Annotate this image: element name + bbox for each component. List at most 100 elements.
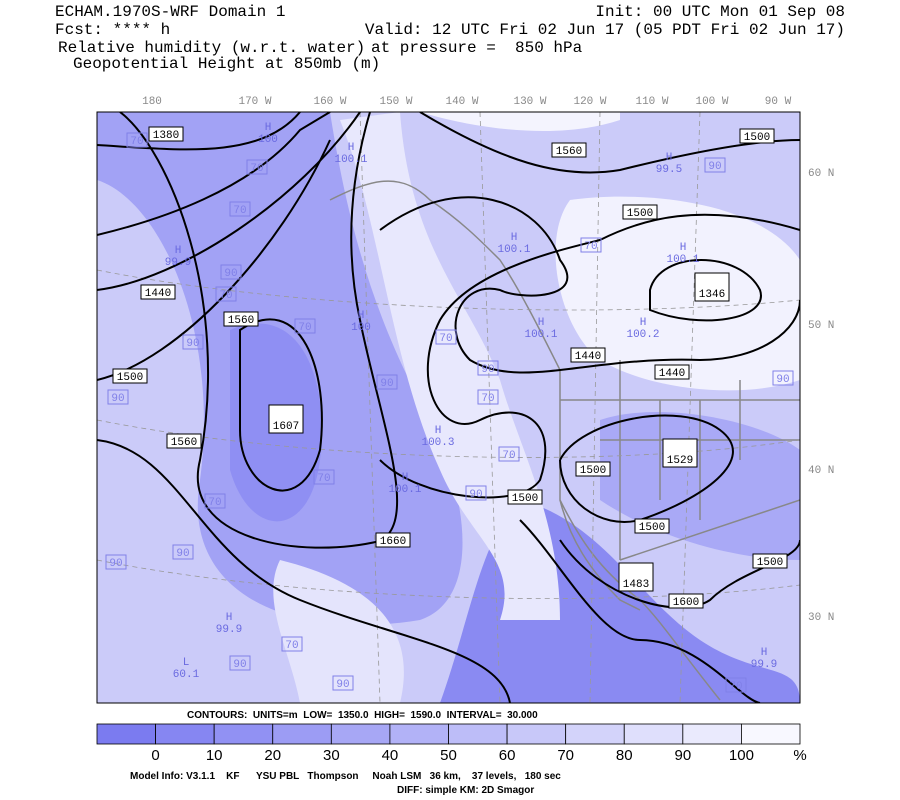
- colorbar-cell: [330, 723, 391, 745]
- rh-label-box: [215, 286, 237, 302]
- rh-center-value: 99.9: [165, 257, 191, 269]
- height-label-box: [507, 489, 543, 505]
- colorbar-label: 30: [323, 747, 340, 764]
- height-label: 1560: [556, 146, 582, 158]
- height-label-box: [148, 126, 184, 142]
- rh-label: 90: [481, 364, 494, 376]
- rh-label: 90: [336, 679, 349, 691]
- rh-label: 90: [109, 558, 122, 570]
- rh-center-kind: H: [761, 647, 768, 659]
- colorbar: 0 10 20 30 40 50 60 70 80 90 100%: [96, 723, 807, 764]
- header: ECHAM.1970S-WRF Domain 1 Fcst: **** h Re…: [55, 3, 845, 73]
- rh-label-box: [477, 360, 499, 376]
- colorbar-cell: [682, 723, 742, 745]
- rh-center-value: 100: [258, 134, 278, 146]
- colorbar-cell: [155, 723, 215, 745]
- rh-label-box: [376, 374, 398, 390]
- colorbar-label: 60: [499, 747, 516, 764]
- rh-label-box: [107, 389, 129, 405]
- height-label-box: [112, 368, 148, 384]
- center-value: 1346: [699, 289, 725, 301]
- rh-center-kind: H: [226, 612, 233, 624]
- height-label: 1380: [153, 130, 179, 142]
- height-label-box: [223, 311, 259, 327]
- rh-label-box: [772, 370, 794, 386]
- colorbar-cell: [506, 723, 567, 745]
- rh-label: 90: [776, 374, 789, 386]
- longitude-label: 170 W: [238, 96, 271, 108]
- height-label-box: [752, 553, 788, 569]
- contour-info: CONTOURS: UNITS=m LOW= 1350.0 HIGH= 1590…: [187, 710, 538, 721]
- rh-center-kind: H: [402, 472, 409, 484]
- height-label: 1440: [145, 288, 171, 300]
- longitude-label: 90 W: [765, 96, 792, 108]
- rh-label-box: [498, 446, 520, 462]
- height-label-box: [166, 433, 202, 449]
- latitude-label: 30 N: [808, 612, 834, 624]
- rh-label-box: [172, 544, 194, 560]
- map-labels: 1380 1560 1500 1500 1440 1560 1500 1560 1440 1440…: [105, 122, 794, 693]
- longitude-label: 150 W: [379, 96, 412, 108]
- rh-label-box: [105, 554, 127, 570]
- height-label: 1560: [171, 437, 197, 449]
- map-field: 1380 1560 1500 1500 1440 1560 1500 1560 1440 1440…: [97, 112, 800, 703]
- colorbar-unit: %: [793, 747, 806, 764]
- longitude-label: 120 W: [573, 96, 606, 108]
- height-label: 1500: [639, 522, 665, 534]
- latitude-label: 40 N: [808, 465, 834, 477]
- rh-label-box: [313, 469, 335, 485]
- height-label-box: [654, 364, 690, 380]
- rh-center-kind: H: [511, 232, 518, 244]
- height-label: 1560: [228, 315, 254, 327]
- height-label-box: [622, 204, 658, 220]
- rh-label: 90: [224, 268, 237, 280]
- footer-line: DIFF: simple KM: 2D Smagor: [397, 785, 534, 796]
- colorbar-label: 20: [264, 747, 281, 764]
- rh-center-kind: H: [538, 317, 545, 329]
- rh-center-kind: H: [680, 242, 687, 254]
- rh-label: 70: [208, 497, 221, 509]
- colorbar-cell: [623, 723, 684, 745]
- rh-label-box: [294, 318, 316, 334]
- height-label: 1440: [659, 368, 685, 380]
- center-value: 1529: [667, 455, 693, 467]
- header-left: Geopotential Height at 850mb (m): [73, 55, 380, 73]
- height-label: 1500: [580, 465, 606, 477]
- rh-label: 70: [250, 163, 263, 175]
- center-value: 1607: [273, 421, 299, 433]
- colorbar-cell: [96, 723, 156, 745]
- rh-label: 70: [219, 290, 232, 302]
- height-label-box: [375, 532, 411, 548]
- center-box: [268, 404, 304, 434]
- height-label: 1500: [117, 372, 143, 384]
- rh-label-box: [220, 264, 242, 280]
- rh-center-kind: H: [666, 152, 673, 164]
- rh-center-kind: H: [358, 310, 365, 322]
- rh-center-value: 100.1: [497, 244, 530, 256]
- rh-center-value: 100.1: [524, 329, 557, 341]
- rh-center-value: 100.1: [666, 254, 699, 266]
- longitude-label: 160 W: [313, 96, 346, 108]
- center-box: [618, 562, 654, 592]
- rh-label: 70: [729, 681, 742, 693]
- rh-label: 70: [233, 205, 246, 217]
- rh-label: 70: [317, 473, 330, 485]
- latitude-label: 50 N: [808, 320, 834, 332]
- header-right: Valid: 12 UTC Fri 02 Jun 17 (05 PDT Fri …: [365, 21, 845, 39]
- rh-center-value: 99.9: [751, 659, 777, 671]
- rh-center-value: 100.1: [334, 154, 367, 166]
- colorbar-cell: [448, 723, 508, 745]
- rh-center-kind: H: [175, 245, 182, 257]
- colorbar-label: 70: [557, 747, 574, 764]
- rh-label: 70: [298, 322, 311, 334]
- rh-label-box: [332, 675, 354, 691]
- rh-label-box: [229, 201, 251, 217]
- map-axis-labels: 180 170 W 160 W 150 W 140 W 130 W 120 W 110 W 10…: [142, 96, 834, 624]
- center-box: [662, 438, 698, 468]
- rh-label: 90: [176, 548, 189, 560]
- rh-label-box: [281, 636, 303, 652]
- rh-label: 70: [502, 450, 515, 462]
- rh-label: 90: [380, 378, 393, 390]
- rh-label-box: [229, 655, 251, 671]
